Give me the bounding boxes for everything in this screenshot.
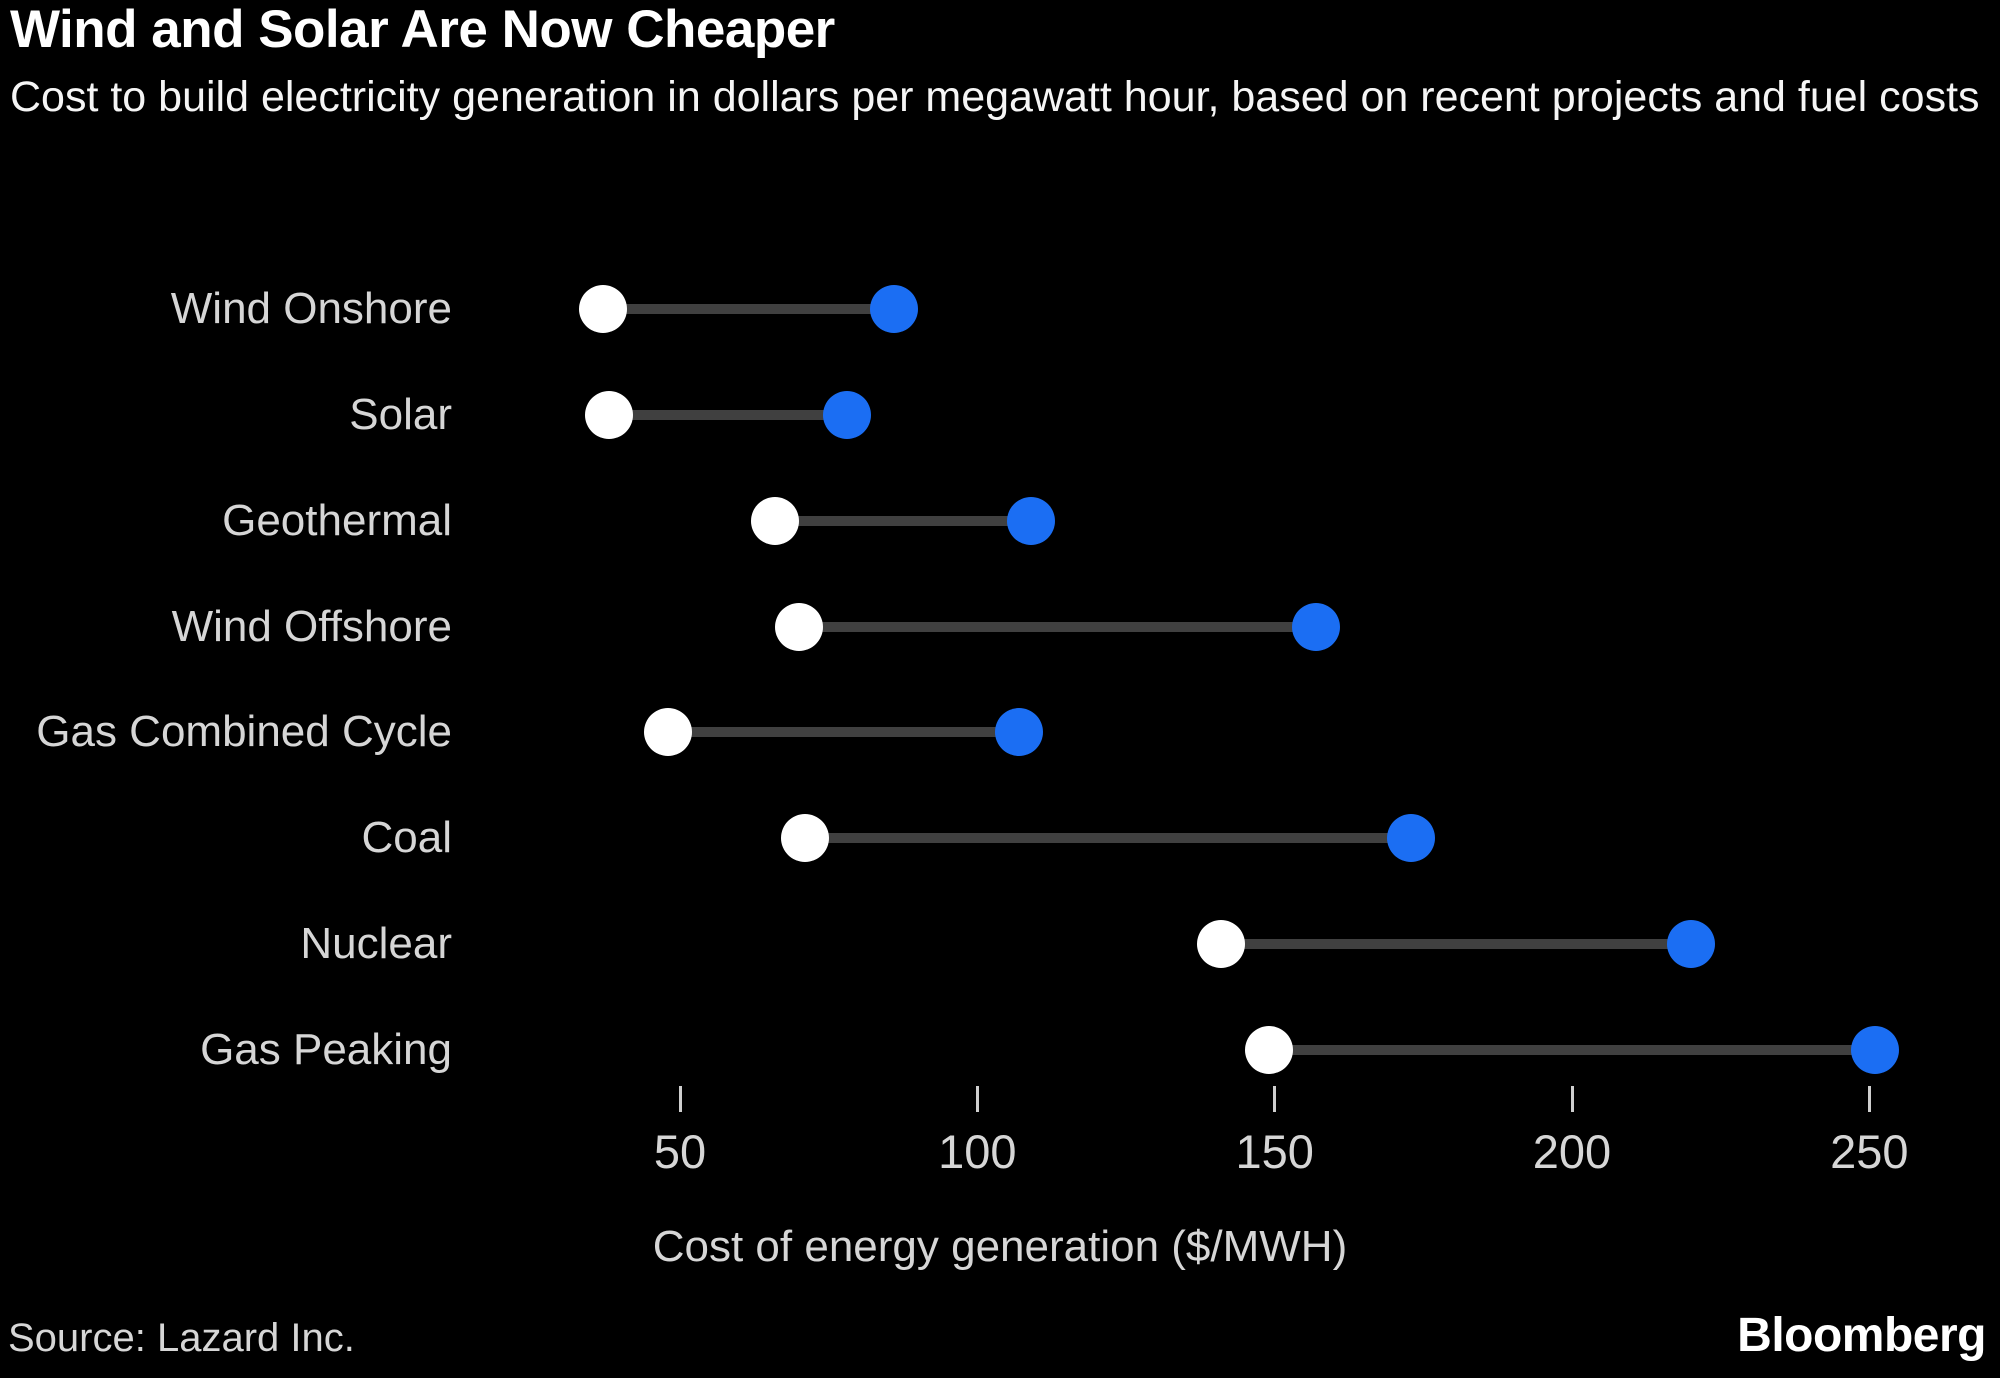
low-cost-dot [578, 285, 627, 333]
source-note: Source: Lazard Inc. [8, 1316, 355, 1360]
high-cost-dot [1292, 602, 1341, 651]
x-axis-tick [1273, 1086, 1277, 1112]
x-axis-tick [678, 1086, 682, 1112]
high-cost-dot [1851, 1025, 1900, 1074]
x-axis-title: Cost of energy generation ($/MWH) [652, 1222, 1348, 1271]
category-label: Solar [349, 389, 452, 439]
low-cost-dot [584, 390, 633, 439]
chart-title: Wind and Solar Are Now Cheaper [10, 0, 835, 59]
dumbbell-connector [602, 304, 895, 314]
low-cost-dot [780, 814, 829, 863]
x-axis-tick [1570, 1086, 1574, 1112]
dumbbell-connector [1221, 939, 1691, 950]
category-label: Coal [361, 813, 453, 863]
x-axis-tick [975, 1086, 979, 1112]
dumbbell-connector [804, 833, 1412, 844]
high-cost-dot [822, 390, 871, 439]
high-cost-dot [1666, 920, 1715, 969]
category-label: Wind Offshore [171, 601, 452, 651]
low-cost-dot [1197, 920, 1246, 969]
x-axis-tick-label: 100 [938, 1125, 1017, 1178]
low-cost-dot [774, 602, 823, 651]
category-label: Gas Peaking [200, 1024, 452, 1074]
dumbbell-connector [798, 621, 1317, 632]
high-cost-dot [870, 285, 919, 333]
low-cost-dot [1244, 1025, 1293, 1074]
x-axis-tick-label: 250 [1830, 1125, 1909, 1178]
low-cost-dot [644, 708, 693, 757]
x-axis-tick-label: 200 [1532, 1125, 1612, 1178]
dumbbell-connector [668, 727, 1019, 738]
bloomberg-logo: Bloomberg [1737, 1309, 1986, 1362]
dumbbell-connector [775, 515, 1031, 526]
dumbbell-connector [608, 409, 847, 420]
category-label: Geothermal [222, 495, 452, 545]
dumbbell-connector [1268, 1044, 1876, 1055]
high-cost-dot [1387, 814, 1436, 863]
category-label: Wind Onshore [170, 284, 452, 333]
high-cost-dot [1006, 496, 1055, 545]
category-label: Gas Combined Cycle [36, 707, 452, 757]
x-axis-tick [1867, 1086, 1871, 1112]
x-axis-tick-label: 50 [653, 1125, 707, 1178]
high-cost-dot [994, 708, 1043, 757]
category-label: Nuclear [300, 919, 452, 969]
chart-subtitle: Cost to build electricity generation in … [10, 73, 1980, 121]
x-axis-tick-label: 150 [1235, 1125, 1314, 1178]
low-cost-dot [751, 496, 800, 545]
